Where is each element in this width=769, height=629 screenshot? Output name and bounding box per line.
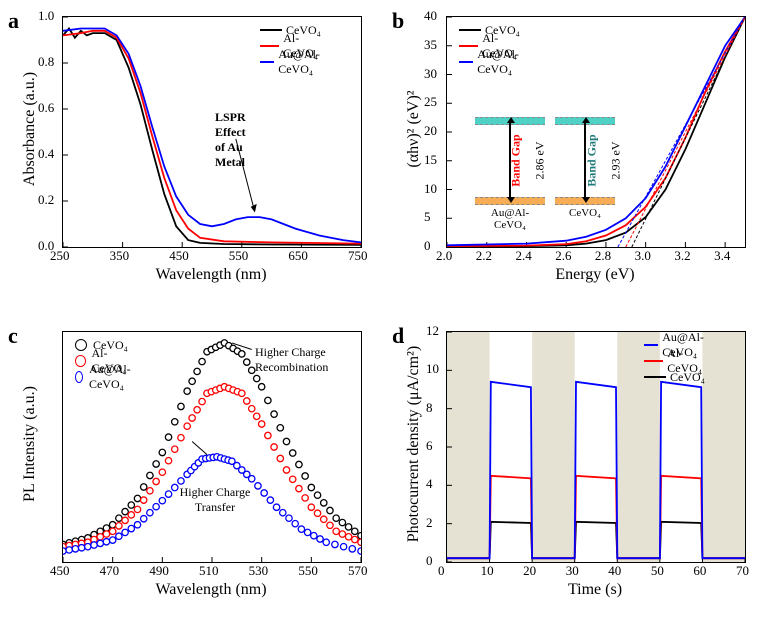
figure-grid: a Absorbance (a.u.) Wavelength (nm) 2503… (0, 0, 769, 629)
panel-a-ylabel: Absorbance (a.u.) (21, 59, 39, 199)
panel-b-inset2: Band Gap 2.93 eV CeVO₄ (555, 117, 615, 207)
panel-d-legend: Au@Al-CeVO₄ Al-CeVO₄ CeVO₄ (644, 337, 712, 385)
legend-label: Au@Al-CeVO₄ (89, 362, 135, 392)
panel-b-xlabel: Energy (eV) (446, 266, 744, 284)
panel-b-tag: b (392, 8, 404, 34)
inset-label: CeVO₄ (555, 207, 615, 219)
bandgap-label: Band Gap (585, 126, 600, 196)
legend-label: CeVO₄ (670, 370, 705, 385)
legend-label: Au@Al-CeVO₄ (278, 47, 328, 77)
bandgap-label: Band Gap (509, 126, 524, 196)
panel-d-ylabel: Photocurrent density (μA/cm²) (405, 344, 423, 544)
panel-a-xlabel: Wavelength (nm) (62, 266, 360, 284)
panel-a-legend: CeVO₄ Al-CeVO₄ Au@Al-CeVO₄ (260, 22, 328, 70)
panel-c-xlabel: Wavelength (nm) (62, 581, 360, 599)
legend-label: Au@Al-CeVO₄ (477, 47, 527, 77)
panel-c-annot1: Higher Charge Recombination (255, 345, 355, 375)
panel-b-inset: Band Gap 2.86 eV Au@Al-CeVO₄ (475, 117, 545, 207)
panel-c-annot2: Higher Charge Transfer (170, 485, 260, 515)
bandgap-value: 2.86 eV (533, 126, 548, 196)
inset-label: Au@Al-CeVO₄ (475, 207, 545, 231)
panel-a-tag: a (8, 8, 19, 34)
panel-a-annotation: LSPR Effect of Au Metal (215, 110, 246, 170)
panel-d-tag: d (392, 323, 404, 349)
panel-b-legend: CeVO₄ Al-CeVO₄ Au@Al-CeVO₄ (459, 22, 527, 70)
panel-c-tag: c (8, 323, 18, 349)
panel-b-ylabel: (αhν)² (eV)² (405, 59, 423, 199)
panel-d-xlabel: Time (s) (446, 581, 744, 599)
panel-c-ylabel: PL Intensity (a.u.) (21, 369, 39, 519)
bandgap-value: 2.93 eV (609, 126, 624, 196)
panel-c-legend: CeVO₄ Al-CeVO₄ Au@Al-CeVO₄ (75, 337, 135, 385)
